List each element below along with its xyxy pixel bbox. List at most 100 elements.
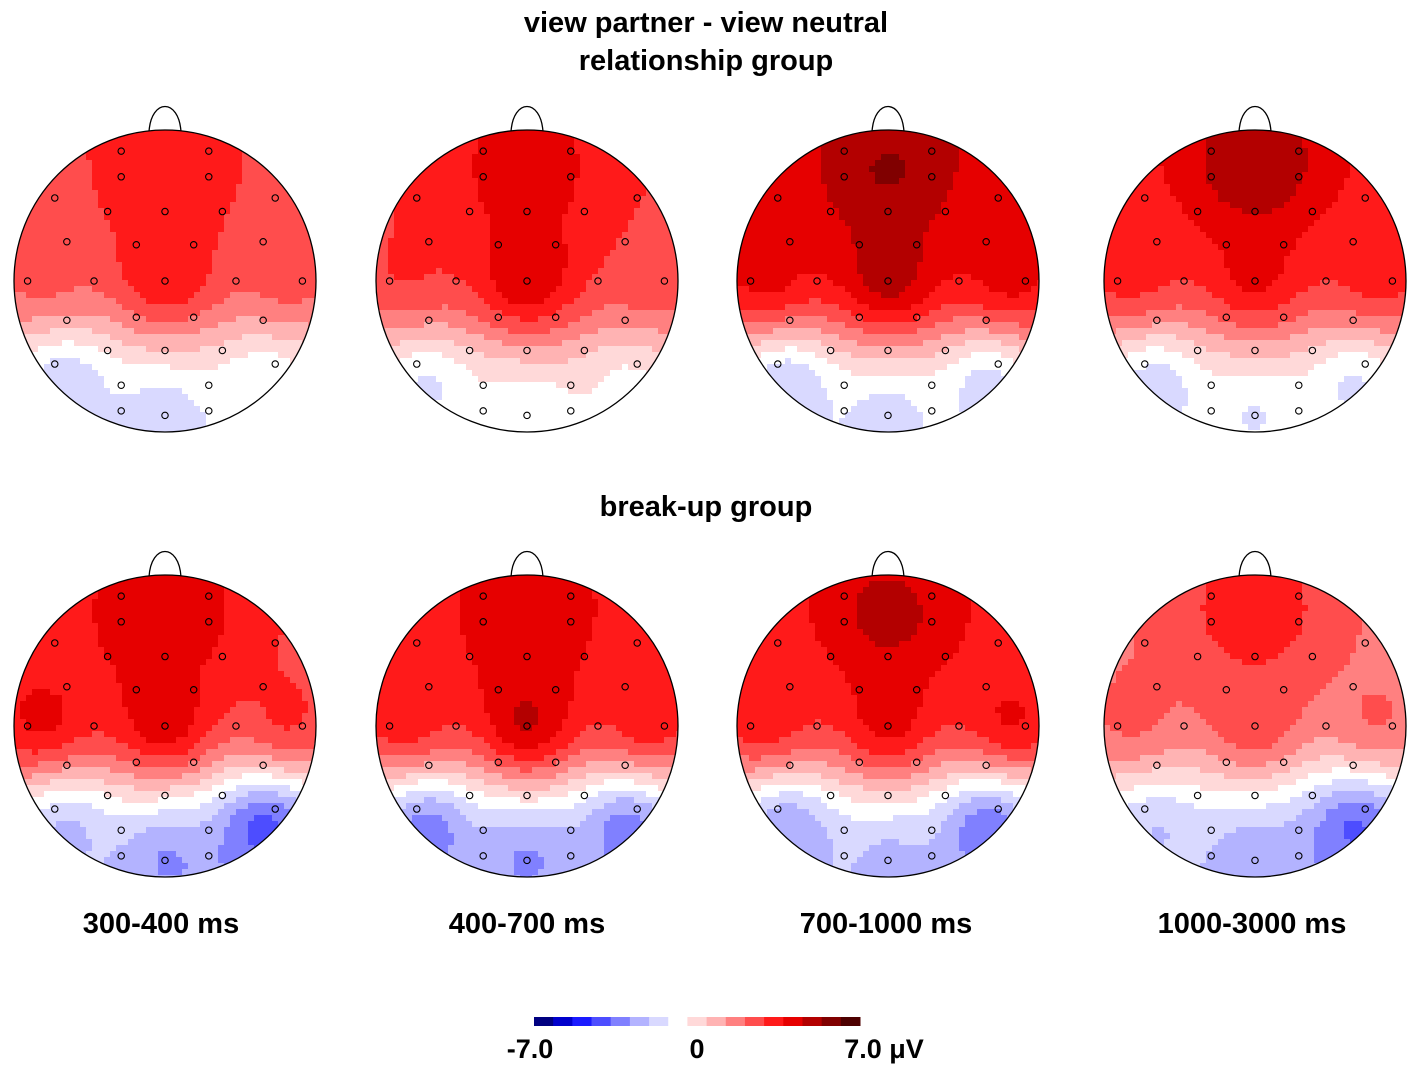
electrode-marker — [594, 722, 602, 730]
colorbar-swatch — [649, 1017, 669, 1026]
electrode-marker — [1222, 686, 1231, 694]
electrode-marker — [855, 241, 864, 249]
electrode-marker — [633, 639, 641, 647]
electrode-marker — [941, 652, 950, 661]
topomap — [736, 105, 1040, 433]
electrode-marker — [928, 173, 936, 181]
electrode-marker — [855, 686, 864, 694]
colorbar-max-label: 7.0 μV — [844, 1034, 924, 1064]
electrode-marker — [1279, 686, 1288, 694]
electrode-marker — [774, 194, 782, 202]
electrode-marker — [633, 360, 641, 368]
electrode-marker — [90, 722, 98, 730]
electrode-marker — [633, 194, 641, 202]
head-outline — [736, 129, 1040, 433]
electrode-marker — [955, 277, 963, 285]
nose-marker — [510, 105, 544, 133]
electrode-marker — [826, 346, 835, 355]
electrode-marker — [840, 407, 848, 415]
electrode-marker — [465, 346, 474, 355]
electrode-marker — [1251, 722, 1259, 730]
electrode-marker — [774, 805, 782, 813]
potential-field — [737, 575, 1039, 877]
electrode-marker — [479, 826, 487, 834]
electrode-marker — [884, 791, 892, 800]
electrode-marker — [955, 722, 963, 730]
electrode-marker — [1349, 237, 1357, 246]
electrode-marker — [551, 313, 560, 321]
electrode-marker — [63, 316, 71, 325]
electrode-marker — [259, 761, 267, 770]
electrode-marker — [941, 346, 950, 355]
electrode-marker — [928, 592, 936, 600]
electrode-marker — [746, 722, 755, 730]
electrode-marker — [621, 761, 629, 770]
electrode-marker — [259, 682, 267, 691]
potential-field — [14, 575, 316, 877]
electrode-marker — [218, 346, 227, 355]
electrode-marker — [132, 758, 141, 766]
electrode-marker — [928, 381, 936, 389]
potential-field — [737, 130, 1039, 432]
nose-marker — [871, 105, 905, 133]
electrode-marker — [982, 316, 990, 325]
electrode-marker — [413, 639, 421, 647]
electrode-marker — [840, 618, 848, 626]
electrode-marker — [218, 791, 227, 800]
electrode-marker — [103, 652, 112, 661]
electrode-marker — [1251, 207, 1259, 216]
electrode-marker — [1141, 805, 1149, 813]
colorbar-swatch — [764, 1017, 784, 1026]
electrode-marker — [523, 856, 531, 865]
electrode-marker — [1222, 313, 1231, 321]
electrode-marker — [1308, 207, 1317, 216]
electrode-marker — [132, 686, 141, 694]
electrode-marker — [103, 791, 112, 800]
colorbar-swatch — [783, 1017, 803, 1026]
electrode-marker — [103, 207, 112, 216]
colorbar-swatch — [553, 1017, 573, 1026]
electrode-marker — [452, 722, 460, 730]
electrode-marker — [941, 207, 950, 216]
electrode-marker — [425, 237, 433, 246]
electrode-marker — [232, 722, 240, 730]
electrode-marker — [205, 852, 213, 860]
electrode-marker — [928, 147, 936, 155]
electrode-marker — [786, 761, 794, 770]
electrode-marker — [884, 277, 892, 285]
electrode-marker — [413, 194, 421, 202]
electrode-marker — [1251, 856, 1259, 865]
electrode-marker — [621, 682, 629, 691]
electrode-marker — [494, 241, 503, 249]
electrode-marker — [205, 407, 213, 415]
nose-marker — [1238, 105, 1272, 133]
electrode-marker — [479, 852, 487, 860]
electrode-marker — [884, 346, 892, 355]
electrode-marker — [660, 277, 669, 285]
electrode-marker — [51, 360, 59, 368]
electrode-marker — [884, 652, 892, 661]
time-window-label: 400-700 ms — [448, 908, 606, 940]
electrode-marker — [479, 618, 487, 626]
electrode-marker — [1349, 316, 1357, 325]
electrode-marker — [1251, 652, 1259, 661]
electrode-marker — [1193, 791, 1202, 800]
electrode-marker — [205, 826, 213, 834]
electrode-marker — [567, 852, 575, 860]
topomap — [375, 105, 679, 433]
electrode-marker — [161, 791, 169, 800]
electrode-marker — [479, 592, 487, 600]
electrode-marker — [465, 652, 474, 661]
electrode-marker — [63, 682, 71, 691]
electrode-marker — [1295, 592, 1303, 600]
electrode-marker — [1279, 241, 1288, 249]
time-window-label: 300-400 ms — [82, 908, 240, 940]
electrode-marker — [1361, 194, 1369, 202]
head-outline — [13, 574, 317, 878]
electrode-marker — [189, 758, 198, 766]
electrode-marker — [912, 241, 921, 249]
electrode-marker — [840, 147, 848, 155]
electrode-marker — [132, 313, 141, 321]
electrode-marker — [189, 241, 198, 249]
electrode-marker — [840, 826, 848, 834]
